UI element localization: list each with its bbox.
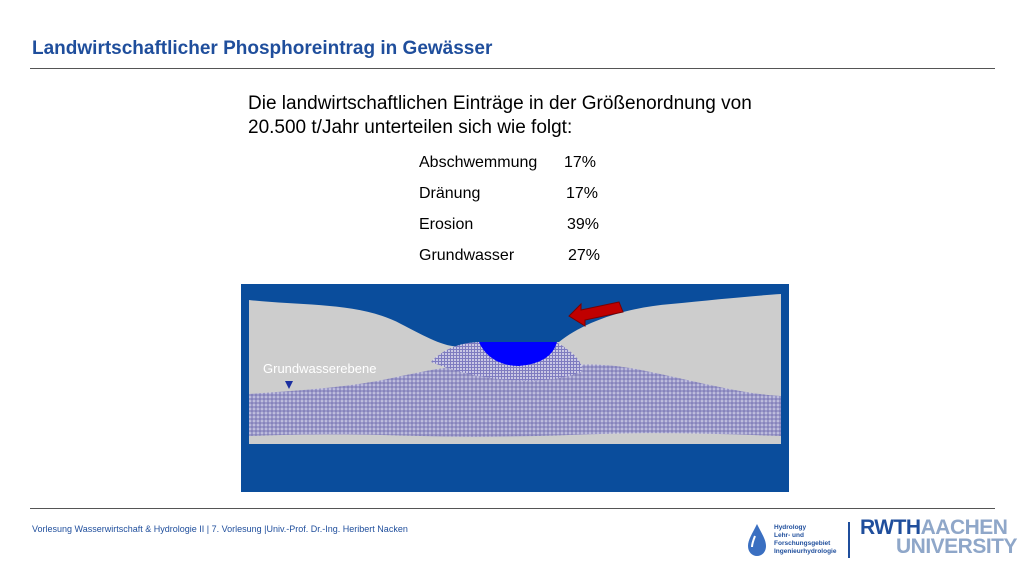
river-water	[479, 342, 557, 366]
breakdown-label: Erosion	[419, 216, 474, 233]
breakdown-value: 17%	[566, 185, 599, 202]
hydro-logo-line: Lehr- und	[774, 532, 804, 539]
groundwater-zone	[249, 364, 781, 437]
rwth-logo-university: UNIVERSITY	[896, 535, 1018, 558]
breakdown-label: Grundwasser	[419, 247, 515, 264]
breakdown-value: 27%	[568, 247, 601, 264]
inflow-arrow-icon	[568, 301, 624, 327]
rwth-logo: RWTHAACHEN UNIVERSITY	[860, 516, 1018, 562]
cross-section-diagram: Grundwasserebene	[241, 284, 789, 492]
hydrology-logo: Hydrology Lehr- und Forschungsgebiet Ing…	[746, 522, 856, 562]
hydro-logo-line: Forschungsgebiet	[774, 540, 831, 547]
breakdown-label: Abschwemmung	[419, 154, 538, 171]
groundwater-level-label: Grundwasserebene	[263, 361, 376, 376]
water-table-marker-icon	[285, 381, 293, 389]
rwth-logo-aachen: AACHEN	[920, 516, 1008, 539]
footer-lecture-info: Vorlesung Wasserwirtschaft & Hydrologie …	[32, 524, 408, 534]
header-divider	[30, 68, 995, 69]
water-drop-icon	[748, 524, 766, 556]
hydro-logo-line: Hydrology	[774, 524, 807, 531]
intro-text: Die landwirtschaftlichen Einträge in der…	[248, 93, 752, 138]
breakdown-label: Dränung	[419, 185, 481, 202]
hydro-logo-line: Ingenieurhydrologie	[774, 548, 837, 555]
breakdown-value: 17%	[564, 154, 597, 171]
logo-separator	[848, 522, 850, 558]
rwth-logo-rwth: RWTH	[860, 516, 921, 539]
breakdown-value: 39%	[567, 216, 600, 233]
slide-title: Landwirtschaftlicher Phosphoreintrag in …	[32, 38, 493, 59]
footer-divider	[30, 508, 995, 509]
